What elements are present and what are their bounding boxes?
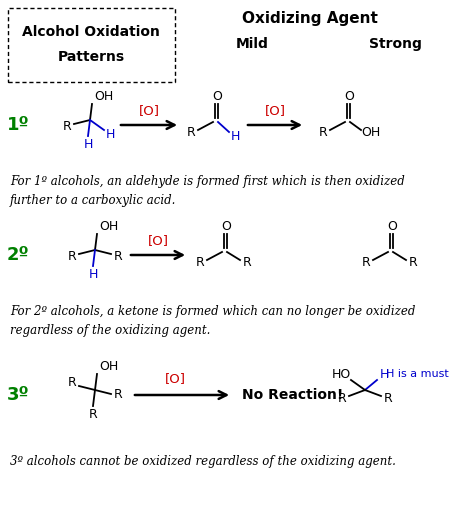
Text: R: R — [196, 257, 204, 270]
Text: R: R — [243, 257, 251, 270]
Text: Strong: Strong — [369, 37, 421, 51]
Text: Alcohol Oxidation: Alcohol Oxidation — [22, 25, 160, 39]
Text: R: R — [337, 392, 346, 406]
Text: R: R — [383, 392, 392, 406]
Text: R: R — [63, 120, 72, 132]
Text: For 2º alcohols, a ketone is formed which can no longer be oxidized
regardless o: For 2º alcohols, a ketone is formed whic… — [10, 305, 415, 337]
Text: Oxidizing Agent: Oxidizing Agent — [242, 11, 378, 25]
Text: O: O — [387, 221, 397, 233]
Text: H: H — [88, 268, 98, 280]
Text: HO: HO — [331, 368, 351, 380]
Text: R: R — [409, 257, 418, 270]
Text: [O]: [O] — [264, 105, 285, 118]
Text: R: R — [187, 126, 195, 139]
Text: 3º alcohols cannot be oxidized regardless of the oxidizing agent.: 3º alcohols cannot be oxidized regardles… — [10, 455, 396, 468]
Text: H: H — [379, 368, 389, 380]
Text: R: R — [89, 408, 97, 421]
Text: 3º: 3º — [7, 386, 29, 404]
Text: H is a must: H is a must — [386, 369, 448, 379]
Text: O: O — [212, 90, 222, 104]
Text: H: H — [83, 137, 93, 150]
Text: 1º: 1º — [7, 116, 29, 134]
Text: R: R — [114, 388, 122, 401]
Text: [O]: [O] — [147, 234, 168, 247]
Text: R: R — [319, 126, 328, 139]
Text: OH: OH — [99, 361, 118, 374]
Text: 2º: 2º — [7, 246, 29, 264]
Text: Mild: Mild — [236, 37, 268, 51]
Text: H: H — [230, 130, 240, 143]
Text: H: H — [105, 128, 115, 141]
Text: R: R — [68, 249, 76, 263]
Text: OH: OH — [99, 221, 118, 233]
Text: [O]: [O] — [164, 373, 185, 385]
Text: R: R — [114, 249, 122, 263]
Text: For 1º alcohols, an aldehyde is formed first which is then oxidized
further to a: For 1º alcohols, an aldehyde is formed f… — [10, 175, 405, 207]
Text: No Reaction!: No Reaction! — [242, 388, 344, 402]
Text: Patterns: Patterns — [57, 50, 125, 64]
Text: R: R — [68, 377, 76, 389]
Text: O: O — [344, 90, 354, 104]
Text: OH: OH — [94, 90, 113, 104]
Text: [O]: [O] — [138, 105, 159, 118]
FancyBboxPatch shape — [8, 8, 175, 82]
Text: R: R — [362, 257, 370, 270]
Text: OH: OH — [361, 126, 381, 139]
Text: O: O — [221, 221, 231, 233]
